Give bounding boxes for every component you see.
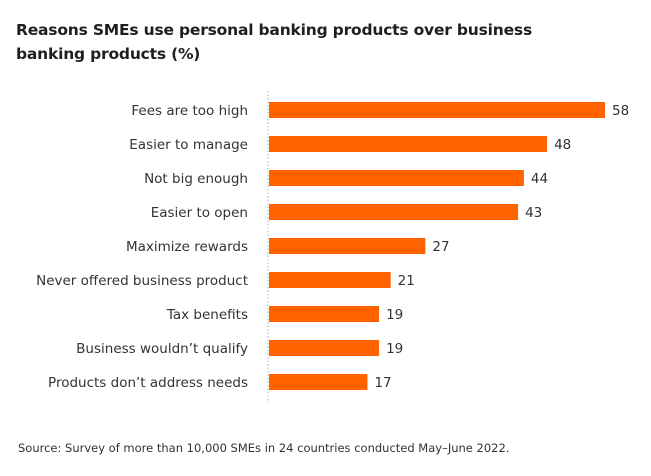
data-label: 27 <box>432 239 449 255</box>
category-label: Not big enough <box>144 171 248 187</box>
category-label: Maximize rewards <box>126 239 248 255</box>
data-label: 43 <box>525 205 542 221</box>
category-label: Fees are too high <box>131 103 248 119</box>
category-label: Products don’t address needs <box>48 375 248 391</box>
category-label: Never offered business product <box>36 273 248 289</box>
bar <box>269 136 548 152</box>
chart-title-line-2: banking products (%) <box>16 45 201 63</box>
bar <box>269 306 380 322</box>
data-label: 48 <box>554 137 571 153</box>
chart-title-line-1: Reasons SMEs use personal banking produc… <box>16 21 532 39</box>
data-label: 19 <box>386 341 403 357</box>
data-label: 58 <box>612 103 629 119</box>
bar <box>269 238 426 254</box>
category-label: Tax benefits <box>166 307 248 323</box>
data-label: 44 <box>531 171 548 187</box>
data-label: 19 <box>386 307 403 323</box>
category-label: Business wouldn’t qualify <box>76 341 248 357</box>
category-label: Easier to open <box>151 205 248 221</box>
bar <box>269 204 519 220</box>
chart-title: Reasons SMEs use personal banking produc… <box>16 18 616 66</box>
data-label: 17 <box>374 375 391 391</box>
bar <box>269 272 391 288</box>
category-label: Easier to manage <box>129 137 248 153</box>
data-label: 21 <box>398 273 415 289</box>
bar <box>269 374 368 390</box>
bar <box>269 102 605 118</box>
bar <box>269 340 380 356</box>
source-note: Source: Survey of more than 10,000 SMEs … <box>18 441 510 455</box>
bar <box>269 170 524 186</box>
